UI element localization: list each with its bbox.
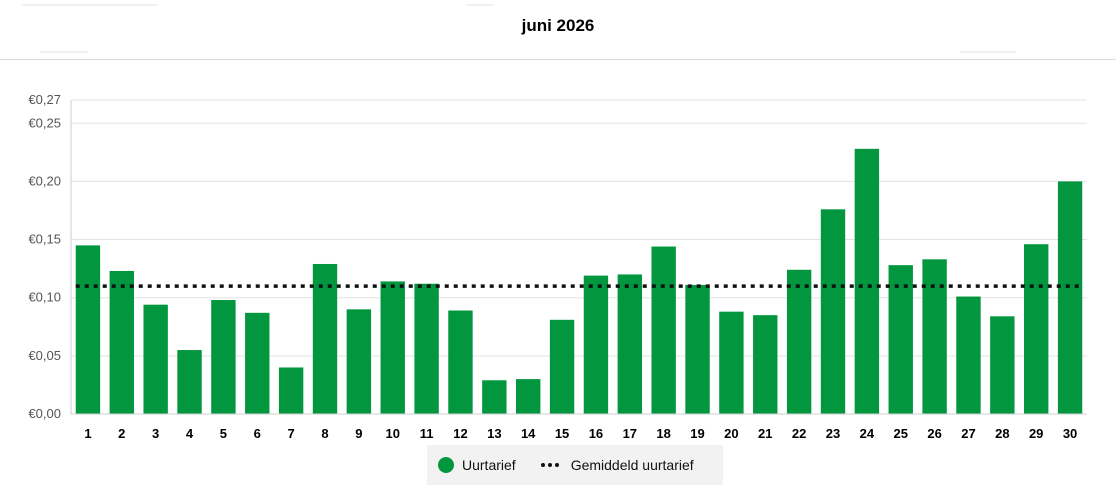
legend-item-gemiddeld[interactable]: Gemiddeld uurtarief xyxy=(527,457,694,473)
bar-day-16 xyxy=(583,275,609,414)
bar-chart: €0,00€0,05€0,10€0,15€0,20€0,25€0,271 2 3 4 5… xyxy=(28,92,1087,441)
bar-day-5 xyxy=(211,300,236,414)
bar-day-29 xyxy=(1024,244,1049,414)
legend-item-uurtarief[interactable]: Uurtarief xyxy=(438,457,516,473)
x-tick-label: 4 xyxy=(186,426,194,441)
y-tick-label: €0,20 xyxy=(28,173,61,188)
x-tick-label: 11 xyxy=(420,426,434,441)
x-tick-label: 21 xyxy=(758,426,772,441)
x-tick-label: 13 xyxy=(487,426,501,441)
y-tick-label: €0,00 xyxy=(28,406,61,421)
x-tick-label: 16 xyxy=(589,426,603,441)
bar-day-28 xyxy=(990,316,1015,414)
x-tick-label: 5 xyxy=(220,426,227,441)
bar-day-23 xyxy=(820,209,846,414)
bar-day-6 xyxy=(245,312,270,414)
bar-day-10 xyxy=(380,281,405,414)
y-tick-label: €0,10 xyxy=(28,290,61,305)
header-decoration xyxy=(40,51,88,53)
bar-day-24 xyxy=(854,148,880,414)
x-tick-label: 29 xyxy=(1029,426,1043,441)
bar-day-15 xyxy=(549,319,575,414)
bar-day-11 xyxy=(414,283,439,414)
chart-header: juni 2026 xyxy=(0,0,1116,60)
bar-day-26 xyxy=(922,259,947,414)
x-tick-label: 25 xyxy=(893,426,907,441)
legend-label-uurtarief: Uurtarief xyxy=(462,457,516,473)
x-tick-label: 26 xyxy=(927,426,941,441)
bar-day-20 xyxy=(719,311,744,414)
y-tick-label: €0,27 xyxy=(28,92,61,107)
bar-day-7 xyxy=(278,367,304,414)
bar-day-2 xyxy=(109,270,134,414)
x-tick-label: 1 xyxy=(84,426,91,441)
header-decoration xyxy=(960,51,1016,53)
x-tick-label: 20 xyxy=(724,426,738,441)
legend-swatch-dotted-line xyxy=(540,463,559,467)
bar-day-8 xyxy=(312,263,338,414)
x-tick-label: 28 xyxy=(995,426,1009,441)
x-tick-label: 14 xyxy=(521,426,536,441)
bar-day-3 xyxy=(143,304,168,414)
bar-day-27 xyxy=(956,296,981,414)
x-tick-label: 18 xyxy=(656,426,670,441)
bar-day-9 xyxy=(346,309,372,414)
x-tick-label: 17 xyxy=(623,426,637,441)
x-tick-label: 7 xyxy=(288,426,295,441)
legend-swatch-bar xyxy=(438,457,454,473)
chart-title: juni 2026 xyxy=(521,16,595,35)
bar-day-25 xyxy=(888,265,913,414)
x-tick-label: 10 xyxy=(385,426,399,441)
x-tick-label: 12 xyxy=(453,426,467,441)
bar-day-30 xyxy=(1057,181,1083,414)
header-decoration xyxy=(22,4,157,6)
header-decoration xyxy=(466,4,494,6)
x-tick-label: 24 xyxy=(860,426,875,441)
x-tick-label: 27 xyxy=(961,426,975,441)
bar-day-18 xyxy=(651,246,676,414)
bar-day-13 xyxy=(482,380,507,414)
x-tick-label: 3 xyxy=(152,426,159,441)
bar-day-21 xyxy=(753,315,778,414)
bar-day-22 xyxy=(786,269,812,414)
legend-label-gemiddeld: Gemiddeld uurtarief xyxy=(570,457,694,473)
x-tick-label: 19 xyxy=(690,426,704,441)
x-tick-label: 15 xyxy=(555,426,569,441)
x-tick-label: 22 xyxy=(792,426,806,441)
bar-day-14 xyxy=(516,379,541,414)
y-tick-label: €0,25 xyxy=(28,115,61,130)
bar-day-1 xyxy=(75,245,101,414)
bar-day-4 xyxy=(177,350,202,414)
x-tick-label: 30 xyxy=(1063,426,1077,441)
bar-day-19 xyxy=(685,284,710,414)
x-tick-label: 6 xyxy=(254,426,261,441)
x-tick-label: 8 xyxy=(321,426,328,441)
bar-day-17 xyxy=(617,274,642,414)
chart-legend: Uurtarief Gemiddeld uurtarief xyxy=(427,445,723,485)
y-tick-label: €0,15 xyxy=(28,232,61,247)
x-tick-label: 2 xyxy=(118,426,125,441)
x-tick-label: 9 xyxy=(355,426,362,441)
y-tick-label: €0,05 xyxy=(28,348,61,363)
bar-day-12 xyxy=(448,310,473,414)
x-tick-label: 23 xyxy=(826,426,840,441)
